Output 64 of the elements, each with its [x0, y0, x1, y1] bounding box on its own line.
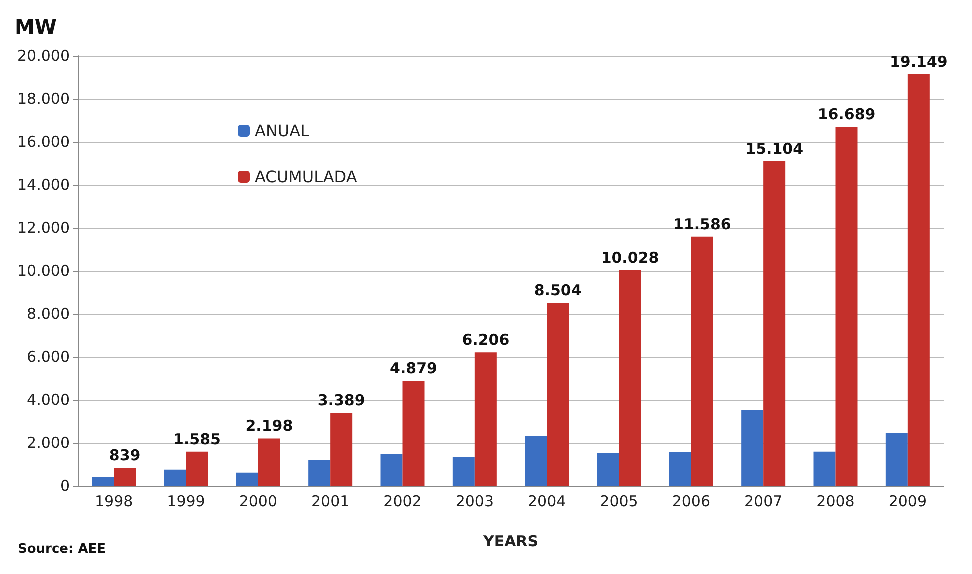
data-label: 8.504	[534, 282, 582, 300]
data-label: 1.585	[174, 430, 221, 448]
y-tick-label: 18.000	[18, 90, 70, 108]
x-tick-label: 2008	[816, 492, 855, 510]
y-tick-label: 20.000	[18, 47, 70, 65]
y-tick-label: 6.000	[27, 348, 70, 366]
bar	[619, 270, 642, 486]
x-tick-label: 1999	[167, 492, 206, 510]
x-tick-label: 2001	[311, 492, 350, 510]
x-tick-label: 2003	[456, 492, 494, 510]
bar	[308, 460, 331, 486]
y-tick-label: 2.000	[27, 434, 70, 452]
bar	[402, 381, 425, 486]
y-tick-label: 8.000	[27, 305, 70, 323]
x-axis-title: YEARS	[482, 532, 539, 550]
y-tick-label: 0	[60, 477, 70, 495]
bar	[114, 468, 136, 486]
bar	[814, 452, 836, 486]
y-tick-label: 16.000	[18, 133, 70, 151]
data-label: 3.389	[318, 392, 366, 410]
data-label: 16.689	[818, 106, 876, 124]
bar	[258, 438, 280, 486]
x-tick-label: 2002	[384, 492, 422, 510]
y-tick-label: 14.000	[18, 176, 70, 194]
bar	[474, 352, 497, 486]
bar	[452, 457, 475, 486]
y-tick-label: 12.000	[18, 219, 70, 237]
bar	[164, 470, 186, 486]
legend-label: ANUAL	[255, 122, 310, 140]
legend-label: ACUMULADA	[255, 168, 358, 186]
bar	[597, 453, 620, 486]
source-note: Source: AEE	[18, 542, 106, 557]
data-label: 4.879	[390, 360, 438, 378]
bar	[547, 303, 570, 486]
bar	[669, 452, 692, 486]
x-tick-label: 2004	[528, 492, 566, 510]
bar	[330, 413, 353, 486]
x-tick-label: 2007	[744, 492, 783, 510]
data-label: 19.149	[890, 52, 948, 71]
bar	[380, 454, 403, 486]
bar	[92, 477, 114, 486]
bar	[908, 74, 930, 486]
x-tick-label: 2006	[672, 492, 711, 510]
data-label: 6.206	[462, 331, 510, 350]
data-label: 2.198	[246, 417, 294, 436]
bar	[886, 433, 908, 486]
x-tick-label: 1998	[94, 492, 134, 510]
bar	[525, 436, 548, 486]
x-tick-label: 2000	[239, 492, 278, 510]
data-label: 839	[109, 446, 141, 464]
bar	[186, 452, 208, 486]
chart-title: MW	[15, 15, 57, 39]
bar	[236, 472, 258, 486]
bar	[742, 410, 764, 486]
bar	[836, 127, 858, 486]
data-label: 15.104	[746, 140, 804, 158]
data-label: 10.028	[601, 248, 660, 267]
bar	[764, 161, 786, 486]
bar	[691, 236, 714, 486]
x-tick-label: 2009	[888, 492, 928, 510]
data-label: 11.586	[673, 215, 732, 234]
x-tick-label: 2005	[600, 492, 638, 510]
y-tick-label: 10.000	[18, 262, 70, 280]
y-tick-label: 4.000	[27, 391, 70, 409]
